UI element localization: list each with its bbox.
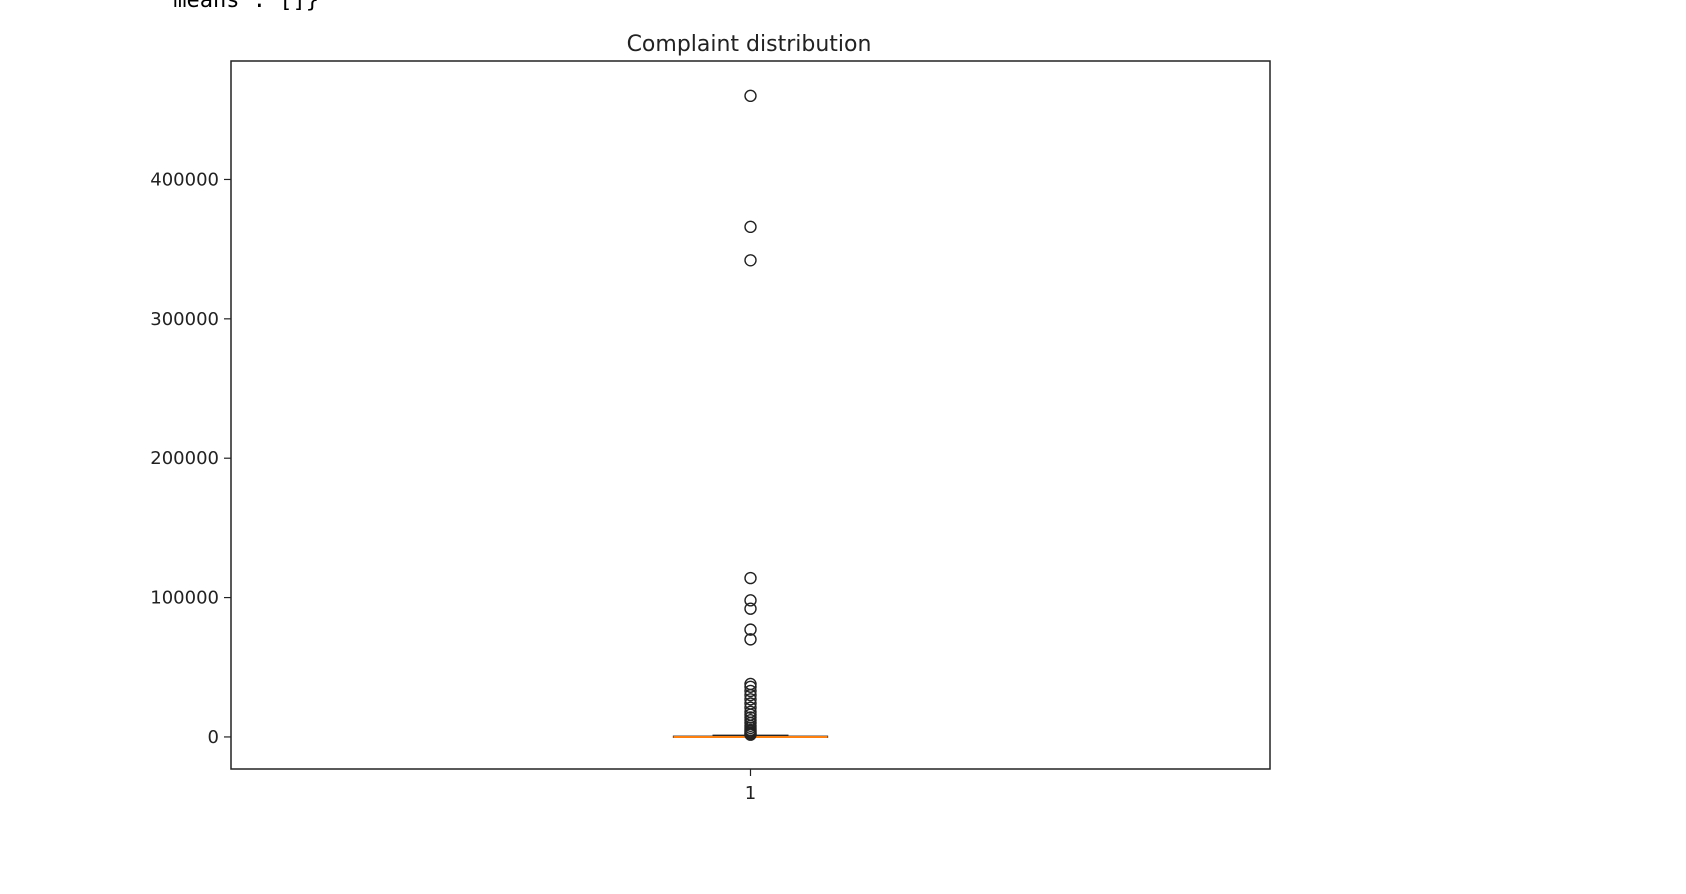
flier-point xyxy=(744,594,757,607)
flier-point xyxy=(744,688,757,702)
flier-point xyxy=(744,693,757,706)
x-axis: 1 xyxy=(745,769,756,804)
flier-point xyxy=(744,220,757,234)
flier-point xyxy=(744,728,757,741)
flier-point xyxy=(744,684,757,698)
fliers xyxy=(744,89,757,741)
y-tick-label: 200000 xyxy=(150,448,219,469)
flier-point xyxy=(744,602,757,615)
flier-point xyxy=(744,680,757,693)
flier-point xyxy=(744,623,757,636)
flier-point xyxy=(744,633,757,646)
plot-frame xyxy=(230,60,1271,770)
y-tick-label: 300000 xyxy=(150,309,219,330)
flier-point xyxy=(744,701,757,714)
y-tick-label: 400000 xyxy=(150,169,219,190)
y-axis: 0 100000 200000 300000 400000 xyxy=(150,169,231,748)
flier-point xyxy=(744,254,757,267)
y-tick-label: 0 xyxy=(208,727,219,748)
chart-title: Complaint distribution xyxy=(627,32,872,57)
flier-point xyxy=(744,89,757,103)
flier-point xyxy=(744,571,757,585)
code-output-line: 'means': []} xyxy=(160,0,319,13)
y-tick-label: 100000 xyxy=(150,588,219,609)
x-tick-label: 1 xyxy=(745,783,756,804)
